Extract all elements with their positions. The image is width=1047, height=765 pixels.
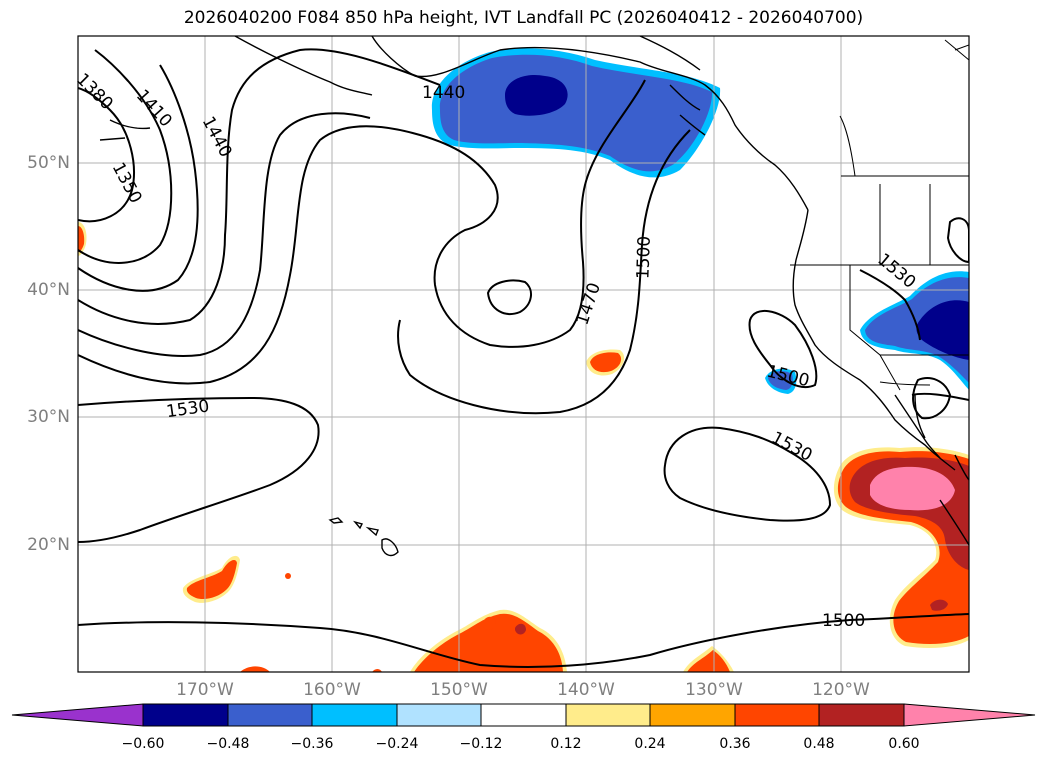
contour-label: 1410	[132, 86, 176, 132]
map-title: 2026040200 F084 850 hPa height, IVT Land…	[183, 8, 864, 28]
height-contours	[78, 48, 969, 668]
contour-label: 1530	[873, 250, 919, 293]
ivt-negative-shading	[431, 48, 969, 394]
ivt-positive-shading	[78, 222, 969, 672]
lon-label-130w: 130°W	[685, 680, 743, 700]
colorbar-tick-label: 0.36	[719, 736, 751, 752]
colorbar	[11, 703, 1036, 727]
colorbar-tick-label: 0.24	[634, 736, 666, 752]
coastlines	[99, 36, 969, 557]
colorbar-tick-label: −0.60	[121, 736, 165, 752]
political-borders	[790, 39, 969, 391]
contour-label: 1500	[633, 236, 654, 280]
colorbar-tick-label: 0.48	[803, 736, 835, 752]
lon-label-120w: 120°W	[812, 680, 870, 700]
colorbar-tick-label: −0.36	[290, 736, 334, 752]
contour-label: 1470	[573, 280, 605, 327]
lon-label-160w: 160°W	[303, 680, 361, 700]
lat-label-40n: 40°N	[27, 280, 70, 300]
lon-label-140w: 140°W	[557, 680, 615, 700]
lat-label-30n: 30°N	[27, 407, 70, 427]
lon-label-170w: 170°W	[176, 680, 234, 700]
colorbar-tick-label: 0.12	[550, 736, 582, 752]
contour-label: 1350	[108, 159, 146, 207]
contour-label: 1500	[822, 611, 865, 631]
contour-label: 1530	[768, 428, 816, 466]
lat-label-20n: 20°N	[27, 535, 70, 555]
contour-label: 1380	[72, 69, 117, 114]
contour-label-group: 1380 1410 1440 1350 1440 1470 1500 1530 …	[72, 69, 919, 631]
map-frame	[77, 35, 970, 673]
lon-label-150w: 150°W	[430, 680, 488, 700]
colorbar-tick-label: −0.48	[206, 736, 250, 752]
colorbar-tick-label: −0.12	[459, 736, 503, 752]
colorbar-tick-label: 0.60	[888, 736, 920, 752]
colorbar-tick-label: −0.24	[375, 736, 419, 752]
contour-label: 1440	[422, 83, 465, 103]
lat-label-50n: 50°N	[27, 153, 70, 173]
